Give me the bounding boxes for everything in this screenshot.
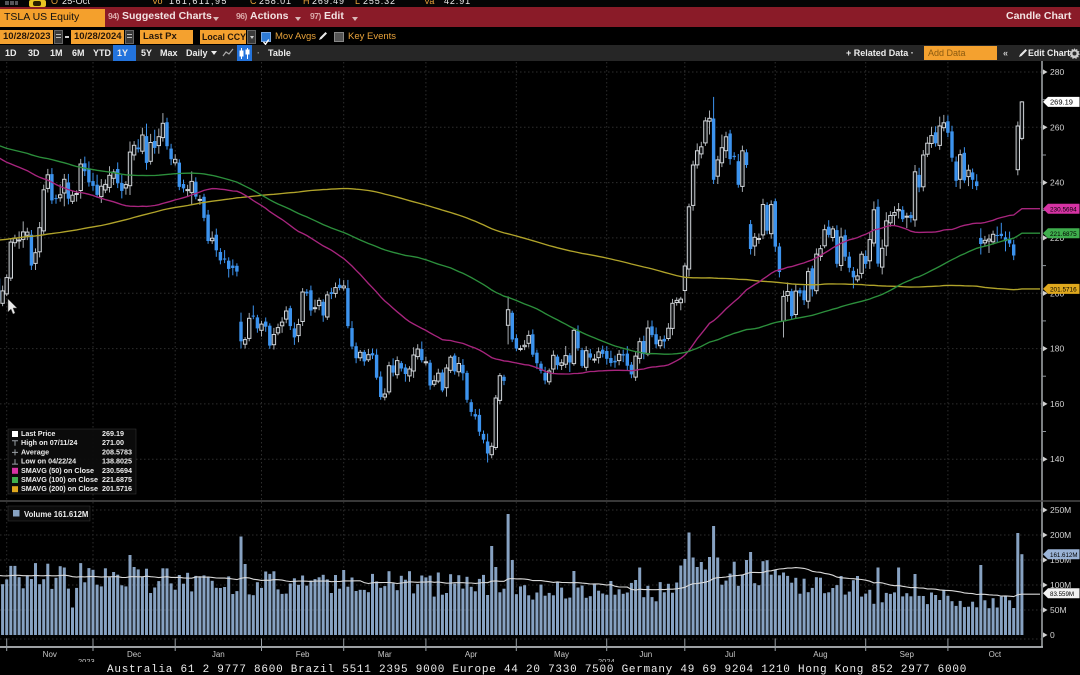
svg-text:Nov: Nov — [43, 650, 57, 659]
svg-text:Feb: Feb — [296, 650, 310, 659]
svg-text:140: 140 — [1050, 454, 1064, 464]
svg-text:50M: 50M — [1050, 605, 1067, 615]
svg-text:SMAVG (50) on Close: SMAVG (50) on Close — [21, 466, 94, 475]
svg-text:0: 0 — [1050, 630, 1055, 640]
svg-text:Jul: Jul — [725, 650, 735, 659]
svg-text:221.6875: 221.6875 — [1050, 231, 1077, 238]
svg-text:269.19: 269.19 — [1050, 98, 1073, 107]
svg-text:150M: 150M — [1050, 555, 1071, 565]
svg-text:Dec: Dec — [127, 650, 141, 659]
svg-text:161.612M: 161.612M — [1050, 552, 1078, 559]
svg-text:260: 260 — [1050, 122, 1064, 132]
svg-text:Average: Average — [21, 447, 49, 456]
svg-text:SMAVG (100) on Close: SMAVG (100) on Close — [21, 475, 98, 484]
svg-text:200M: 200M — [1050, 530, 1071, 540]
svg-text:Oct: Oct — [989, 650, 1002, 659]
svg-text:230.5694: 230.5694 — [102, 466, 132, 475]
svg-text:83.559M: 83.559M — [1050, 591, 1074, 598]
svg-text:Last Price: Last Price — [21, 429, 55, 438]
svg-text:180: 180 — [1050, 344, 1064, 354]
svg-text:Apr: Apr — [465, 650, 478, 659]
svg-text:Sep: Sep — [900, 650, 915, 659]
svg-text:221.6875: 221.6875 — [102, 475, 132, 484]
svg-text:2024: 2024 — [598, 657, 615, 666]
svg-text:2023: 2023 — [78, 657, 95, 666]
svg-text:Jun: Jun — [639, 650, 652, 659]
svg-text:280: 280 — [1050, 67, 1064, 77]
svg-text:Jan: Jan — [212, 650, 225, 659]
svg-text:201.5716: 201.5716 — [1050, 287, 1077, 294]
svg-text:100M: 100M — [1050, 580, 1071, 590]
svg-text:208.5783: 208.5783 — [102, 447, 132, 456]
svg-text:High on 07/11/24: High on 07/11/24 — [21, 438, 77, 447]
svg-text:SMAVG (200) on Close: SMAVG (200) on Close — [21, 484, 98, 493]
svg-text:May: May — [554, 650, 569, 659]
svg-text:160: 160 — [1050, 399, 1064, 409]
svg-text:240: 240 — [1050, 178, 1064, 188]
svg-text:250M: 250M — [1050, 505, 1071, 515]
svg-text:269.19: 269.19 — [102, 429, 124, 438]
svg-text:271.00: 271.00 — [102, 438, 124, 447]
svg-text:201.5716: 201.5716 — [102, 484, 132, 493]
svg-text:138.8025: 138.8025 — [102, 457, 132, 466]
svg-text:Low on 04/22/24: Low on 04/22/24 — [21, 457, 76, 466]
svg-text:230.5694: 230.5694 — [1050, 206, 1077, 213]
svg-text:Volume 161.612M: Volume 161.612M — [24, 510, 88, 519]
svg-text:Mar: Mar — [378, 650, 392, 659]
svg-text:Aug: Aug — [813, 650, 827, 659]
